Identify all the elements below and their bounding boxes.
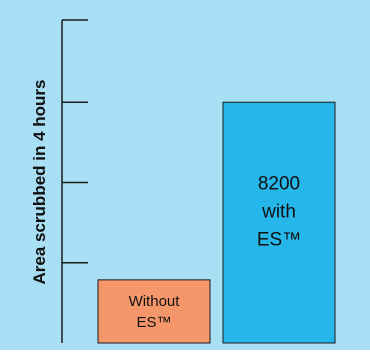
bar-label-line: ES™ [257,230,301,251]
bar-without-es [97,279,211,344]
y-axis-label: Area scrubbed in 4 hours [30,80,49,285]
bar-labels: Without ES™ 8200 with ES™ [129,174,302,332]
bar-label-line: with [261,202,296,223]
y-axis-ticks [62,19,88,264]
bar-label-line: ES™ [136,314,171,331]
bar-label-line: 8200 [258,174,300,195]
bars [97,101,336,344]
bar-with-es [222,101,336,344]
bar-label-line: Without [129,293,181,310]
